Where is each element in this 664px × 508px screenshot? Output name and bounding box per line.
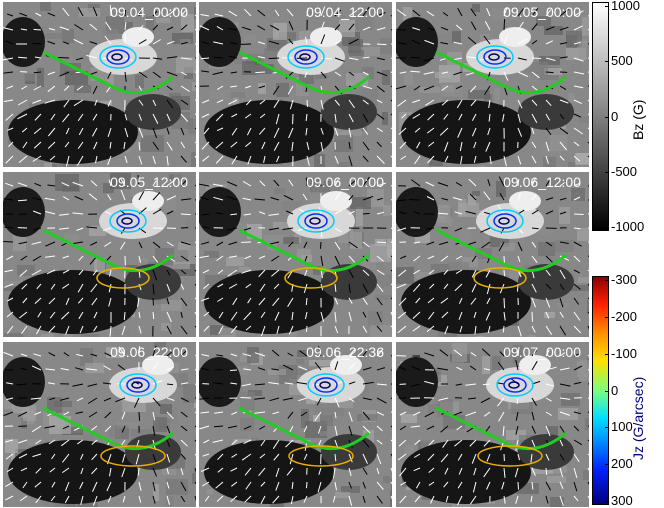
panel-timestamp: 09.06_22:36 bbox=[306, 344, 384, 360]
panel-timestamp: 09.06_00:00 bbox=[306, 174, 384, 190]
bz-tick-label: 500 bbox=[611, 53, 633, 68]
jz-tick-mark bbox=[605, 280, 609, 281]
bz-tick-mark bbox=[605, 117, 609, 118]
panel-timestamp: 09.06_22:00 bbox=[110, 344, 188, 360]
magnetogram-panel: 09.05_00:00 bbox=[396, 2, 589, 167]
magnetogram-panel: 09.06_22:00 bbox=[3, 342, 196, 507]
jz-tick-mark bbox=[605, 317, 609, 318]
bz-tick-mark bbox=[605, 227, 609, 228]
bz-tick-mark bbox=[605, 172, 609, 173]
jz-tick-label: -300 bbox=[611, 272, 637, 287]
panel-timestamp: 09.04_12:00 bbox=[306, 4, 384, 20]
bz-tick-label: 1000 bbox=[611, 0, 640, 13]
bz-tick-label: -1000 bbox=[611, 219, 644, 234]
bz-tick-label: -500 bbox=[611, 164, 637, 179]
magnetogram-panel: 09.07_00:00 bbox=[396, 342, 589, 507]
magnetogram-panel: 09.05_12:00 bbox=[3, 172, 196, 337]
panel-timestamp: 09.05_12:00 bbox=[110, 174, 188, 190]
jz-tick-label: -100 bbox=[611, 346, 637, 361]
jz-colorbar-title: Jz (G/arcsec) bbox=[630, 377, 646, 460]
panel-timestamp: 09.06_12:00 bbox=[503, 174, 581, 190]
bz-tick-mark bbox=[605, 61, 609, 62]
magnetogram-panel: 09.06_22:36 bbox=[199, 342, 392, 507]
magnetogram-panel: 09.06_00:00 bbox=[199, 172, 392, 337]
panel-timestamp: 09.04_00:00 bbox=[110, 4, 188, 20]
jz-tick-mark bbox=[605, 464, 609, 465]
panel-timestamp: 09.07_00:00 bbox=[503, 344, 581, 360]
bz-colorbar-title: Bz (G) bbox=[630, 100, 646, 140]
jz-tick-label: 300 bbox=[611, 493, 633, 508]
panel-timestamp: 09.05_00:00 bbox=[503, 4, 581, 20]
magnetogram-panel: 09.06_12:00 bbox=[396, 172, 589, 337]
magnetogram-panel: 09.04_00:00 bbox=[3, 2, 196, 167]
jz-tick-label: 0 bbox=[611, 383, 618, 398]
bz-tick-mark bbox=[605, 6, 609, 7]
bz-tick-label: 0 bbox=[611, 109, 618, 124]
jz-tick-mark bbox=[605, 501, 609, 502]
jz-tick-mark bbox=[605, 354, 609, 355]
jz-tick-label: -200 bbox=[611, 309, 637, 324]
jz-tick-mark bbox=[605, 391, 609, 392]
magnetogram-panel: 09.04_12:00 bbox=[199, 2, 392, 167]
jz-tick-mark bbox=[605, 427, 609, 428]
